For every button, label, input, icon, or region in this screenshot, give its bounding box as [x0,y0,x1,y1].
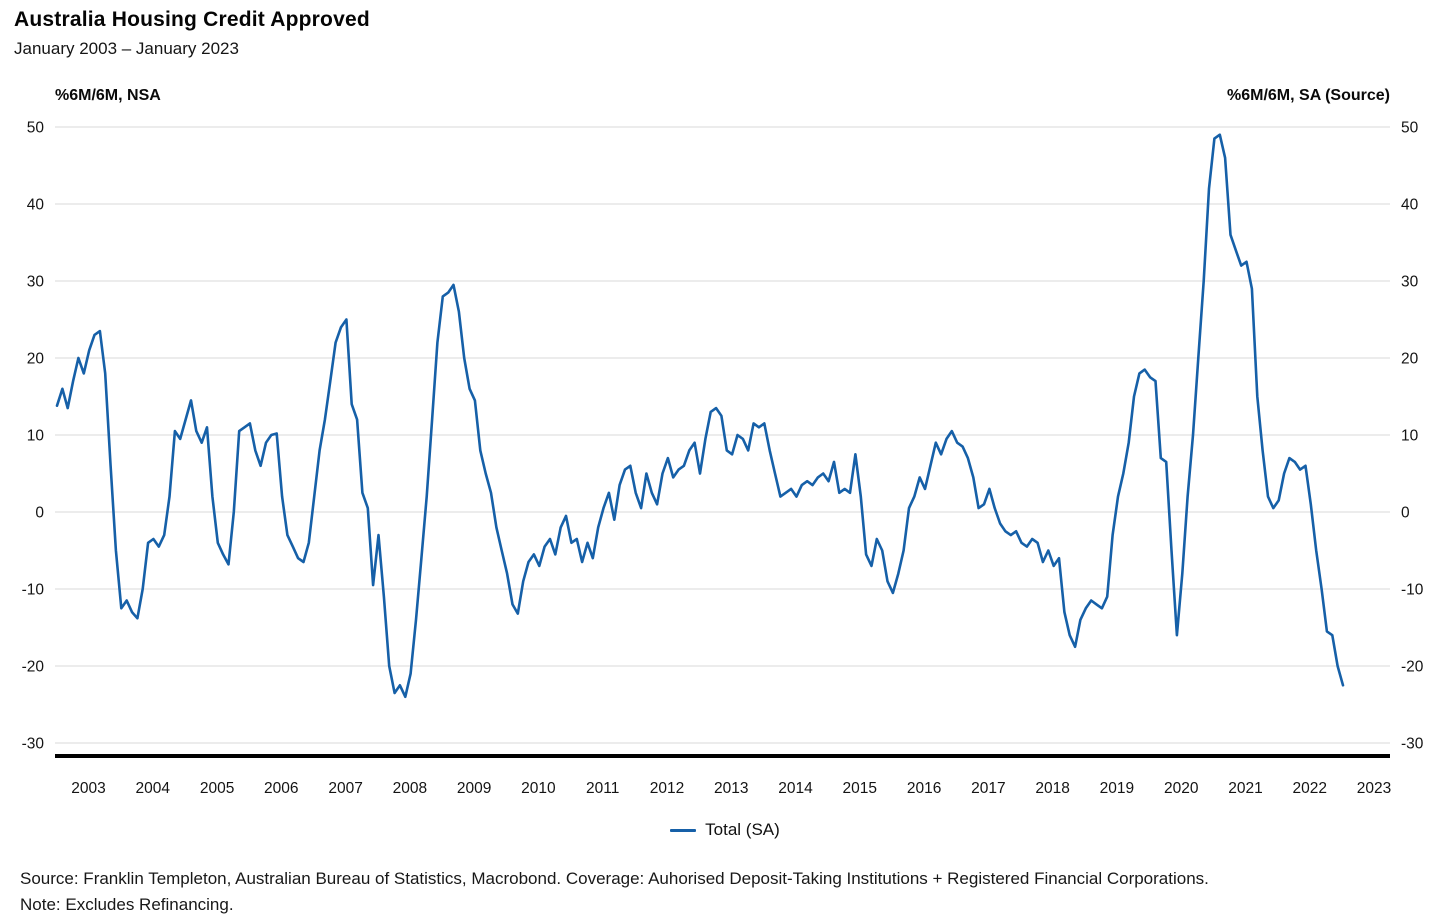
x-tick-label: 2011 [586,780,619,797]
x-tick-label: 2016 [907,780,941,797]
legend-line-swatch [670,828,697,832]
x-tick-label: 2020 [1164,780,1199,797]
x-tick-label: 2021 [1228,780,1262,797]
y-tick-label-right: 0 [1401,505,1410,522]
x-axis-line [55,754,1390,758]
y-tick-label-right: 50 [1401,120,1419,137]
x-tick-label: 2023 [1357,780,1391,797]
y-tick-label-right: 40 [1401,197,1419,214]
y-tick-label-left: -20 [22,659,45,676]
legend: Total (SA) [0,820,1450,840]
legend-series-label: Total (SA) [705,820,780,839]
y-tick-label-left: 40 [27,197,45,214]
y-tick-label-left: -30 [22,736,45,753]
x-tick-label: 2015 [843,780,877,797]
x-tick-label: 2003 [71,780,105,797]
y-tick-label-right: -20 [1401,659,1424,676]
y-tick-label-left: 30 [27,274,45,291]
y-tick-label-right: -10 [1401,582,1424,599]
y-tick-label-right: 30 [1401,274,1419,291]
y-tick-label-left: 20 [27,351,45,368]
x-tick-label: 2013 [714,780,748,797]
y-tick-label-right: -30 [1401,736,1424,753]
x-tick-label: 2018 [1035,780,1069,797]
y-tick-label-right: 20 [1401,351,1419,368]
footer: Source: Franklin Templeton, Australian B… [20,866,1209,918]
x-tick-label: 2005 [200,780,234,797]
left-axis-unit-label: %6M/6M, NSA [55,87,161,104]
x-tick-label: 2014 [778,780,813,797]
x-tick-label: 2004 [136,780,171,797]
total-sa-line [55,133,1345,699]
footer-source-line: Source: Franklin Templeton, Australian B… [20,869,1209,888]
x-tick-label: 2022 [1292,780,1326,797]
x-tick-label: 2008 [393,780,427,797]
y-tick-label-left: 0 [35,505,44,522]
footer-note-line: Note: Excludes Refinancing. [20,895,234,914]
x-tick-label: 2012 [650,780,684,797]
chart-subtitle: January 2003 – January 2023 [14,39,239,58]
x-tick-label: 2007 [328,780,362,797]
y-tick-label-left: 10 [27,428,45,445]
y-tick-label-right: 10 [1401,428,1419,445]
x-tick-label: 2006 [264,780,298,797]
y-tick-label-left: 50 [27,120,45,137]
x-tick-label: 2019 [1100,780,1134,797]
x-tick-label: 2010 [521,780,556,797]
right-axis-unit-label: %6M/6M, SA (Source) [1227,87,1390,104]
x-tick-label: 2009 [457,780,491,797]
chart-title: Australia Housing Credit Approved [14,8,370,31]
x-tick-label: 2017 [971,780,1005,797]
y-tick-label-left: -10 [22,582,45,599]
